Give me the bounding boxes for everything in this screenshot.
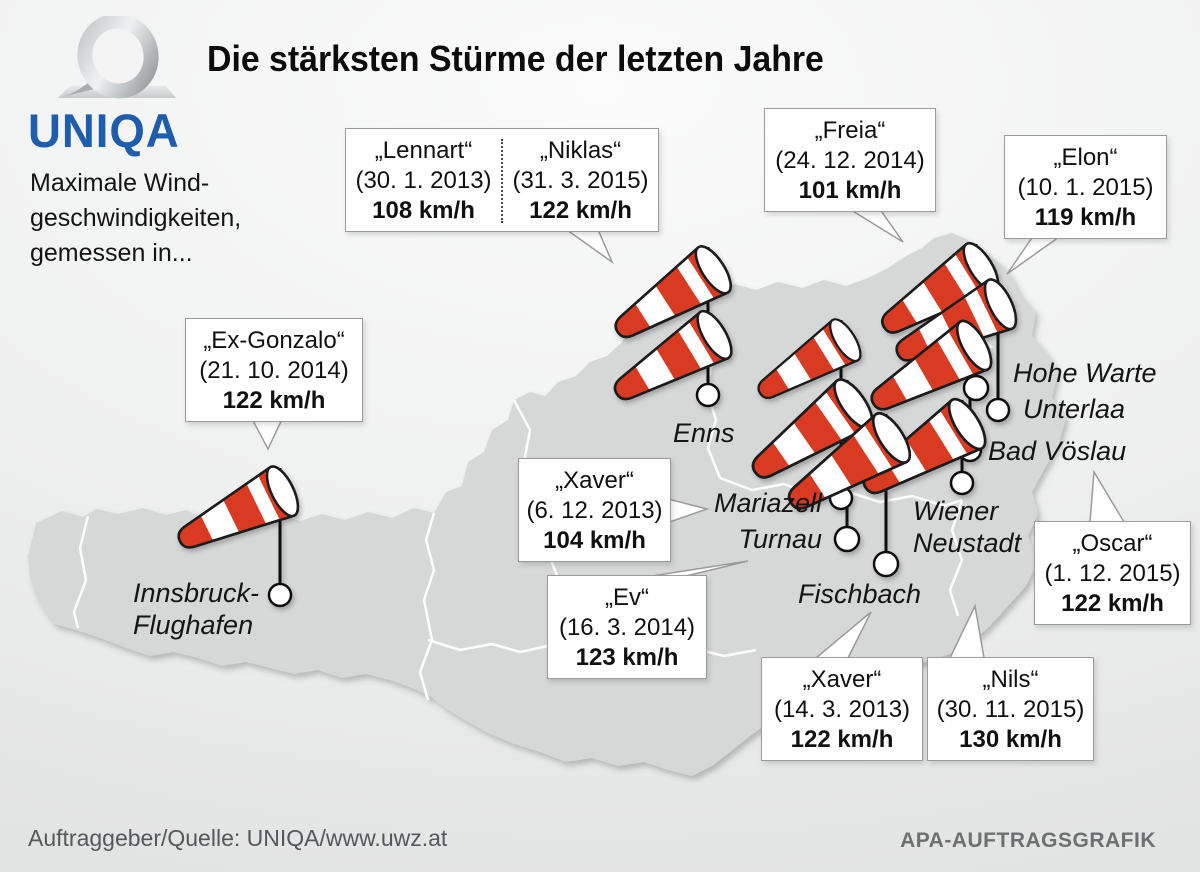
place-label-hohe-warte: Hohe Warte <box>1013 358 1157 388</box>
marker-hohe-warte <box>962 374 990 402</box>
storm-date: (14. 3. 2013) <box>773 696 911 723</box>
storm-callout-niklas: „Niklas“ (31. 3. 2015) 122 km/h <box>503 136 658 226</box>
storm-speed: 101 km/h <box>798 177 902 204</box>
storm-speed: 108 km/h <box>372 197 475 224</box>
storm-speed: 123 km/h <box>575 644 679 671</box>
storm-markers <box>165 235 1024 608</box>
tail-oscar <box>1089 469 1126 523</box>
storm-callout-xaver-fischbach: „Xaver“ (14. 3. 2013) 122 km/h <box>761 657 923 761</box>
agency-credit: APA-AUFTRAGSGRAFIK <box>900 829 1156 852</box>
place-label-unterlaa: Unterlaa <box>1023 394 1126 424</box>
marker-enns <box>695 382 721 408</box>
storm-speed: 122 km/h <box>1061 590 1164 617</box>
uniqa-ring-icon <box>58 13 176 99</box>
place-label-wiener-neustadt: Wiener Neustadt <box>913 495 1021 559</box>
storm-speed: 122 km/h <box>222 387 326 414</box>
storm-name: „Ev“ <box>605 584 649 611</box>
intro-line-2: geschwindigkeiten, <box>30 204 242 232</box>
storm-name: „Ex-Gonzalo“ <box>203 327 345 354</box>
dotted-divider <box>501 139 503 223</box>
place-label-turnau: Turnau <box>738 524 822 554</box>
marker-fischbach <box>872 550 900 578</box>
storm-date: (30. 1. 2013) <box>355 167 492 194</box>
place-label-enns: Enns <box>673 418 735 448</box>
storm-date: (6. 12. 2013) <box>526 497 663 524</box>
storm-date: (30. 11. 2015) <box>936 696 1085 723</box>
storm-date: (1. 12. 2015) <box>1044 560 1181 587</box>
storm-speed: 104 km/h <box>543 527 646 554</box>
storm-callout-nils: „Nils“ (30. 11. 2015) 130 km/h <box>927 657 1094 761</box>
storm-name: „Elon“ <box>1053 144 1118 171</box>
storm-name: „Nils“ <box>982 666 1039 693</box>
storm-name: „Xaver“ <box>555 467 634 494</box>
marker-turnau <box>833 525 861 553</box>
place-line: Neustadt <box>913 528 1022 558</box>
storm-date: (24. 12. 2014) <box>775 147 925 174</box>
storm-callout-ex-gonzalo: „Ex-Gonzalo“ (21. 10. 2014) 122 km/h <box>185 318 363 422</box>
storm-date: (21. 10. 2014) <box>199 357 349 384</box>
storm-name: „Lennart“ <box>374 137 473 164</box>
storm-name: „Oscar“ <box>1072 530 1153 557</box>
marker-wiener-neustadt <box>949 470 975 496</box>
intro-line-1: Maximale Wind- <box>30 169 210 197</box>
storm-speed: 130 km/h <box>959 726 1062 753</box>
page-title: Die stärksten Stürme der letzten Jahre <box>207 38 824 79</box>
place-label-innsbruck: Innsbruck- Flughafen <box>133 577 259 641</box>
storm-callout-oscar: „Oscar“ (1. 12. 2015) 122 km/h <box>1034 521 1191 625</box>
storm-name: „Niklas“ <box>539 137 622 164</box>
storm-callout-lennart: „Lennart“ (30. 1. 2013) 108 km/h <box>346 136 501 226</box>
storm-date: (10. 1. 2015) <box>1017 174 1154 201</box>
intro-line-3: gemessen in... <box>30 239 193 267</box>
storm-speed: 122 km/h <box>790 726 894 753</box>
storm-speed: 119 km/h <box>1034 204 1137 231</box>
place-line: Wiener <box>913 496 999 526</box>
uniqa-logo: UNIQA <box>26 13 202 158</box>
uniqa-wordmark: UNIQA <box>27 104 180 157</box>
storm-name: „Freia“ <box>814 117 886 144</box>
storm-callout-elon: „Elon“ (10. 1. 2015) 119 km/h <box>1004 135 1167 239</box>
place-label-fischbach: Fischbach <box>798 579 922 609</box>
storm-name: „Xaver“ <box>802 666 882 693</box>
storm-speed: 122 km/h <box>529 197 632 224</box>
place-line: Innsbruck- <box>133 578 260 608</box>
place-line: Flughafen <box>133 610 254 640</box>
storm-date: (31. 3. 2015) <box>512 167 649 194</box>
storm-callout-lennart-niklas: „Lennart“ (30. 1. 2013) 108 km/h „Niklas… <box>345 128 659 232</box>
storm-date: (16. 3. 2014) <box>558 614 696 641</box>
marker-unterlaa <box>985 397 1011 423</box>
storm-callout-xaver-mariazell: „Xaver“ (6. 12. 2013) 104 km/h <box>518 458 671 562</box>
intro-text: Maximale Wind- geschwindigkeiten, gemess… <box>30 166 241 271</box>
storm-callout-freia: „Freia“ (24. 12. 2014) 101 km/h <box>764 108 936 212</box>
source-credit: Auftraggeber/Quelle: UNIQA/www.uwz.at <box>28 825 448 851</box>
storm-callout-ev: „Ev“ (16. 3. 2014) 123 km/h <box>547 575 707 679</box>
place-label-mariazell: Mariazell <box>713 488 822 518</box>
marker-innsbruck <box>267 582 293 608</box>
place-label-bad-voeslau: Bad Vöslau <box>988 436 1127 466</box>
